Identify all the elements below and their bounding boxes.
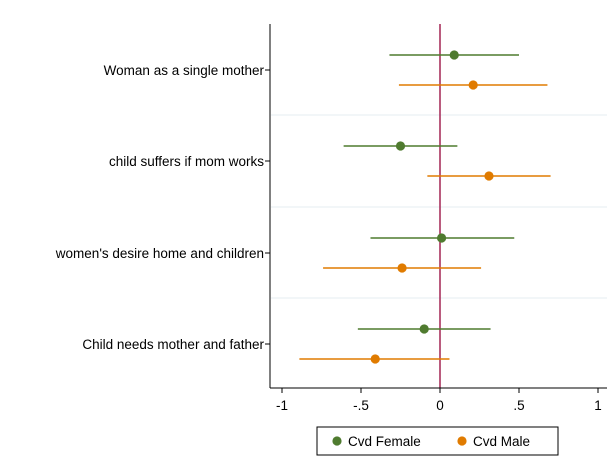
- y-tick-label: Child needs mother and father: [82, 337, 264, 352]
- legend-label: Cvd Female: [348, 434, 421, 449]
- point-male: [468, 80, 478, 90]
- point-female: [436, 233, 447, 243]
- legend-box: [316, 426, 559, 456]
- category-separators: [271, 114, 607, 299]
- x-tick-label: 0: [436, 398, 444, 413]
- x-tick-label: -.5: [353, 398, 369, 413]
- point-female: [395, 141, 406, 151]
- point-male: [370, 354, 380, 364]
- point-male: [484, 171, 494, 181]
- point-female: [449, 50, 459, 60]
- x-tick-label: .5: [513, 398, 524, 413]
- legend: Cvd Female Cvd Male: [316, 426, 559, 456]
- x-tick-label: 1: [594, 398, 602, 413]
- point-male: [397, 263, 407, 273]
- y-tick-label: child suffers if mom works: [109, 154, 264, 169]
- data-marks: [299, 50, 551, 364]
- legend-swatch-male: [457, 436, 467, 446]
- x-tick-labels: -1 -.5 0 .5 1: [276, 398, 602, 413]
- y-tick-label: women's desire home and children: [55, 246, 264, 261]
- legend-label: Cvd Male: [473, 434, 530, 449]
- y-tick-labels: Woman as a single mother child suffers if…: [55, 63, 265, 352]
- legend-swatch-female: [332, 436, 342, 446]
- y-tick-label: Woman as a single mother: [104, 63, 265, 78]
- axes: [265, 24, 607, 393]
- point-female: [419, 324, 429, 334]
- x-tick-label: -1: [276, 398, 288, 413]
